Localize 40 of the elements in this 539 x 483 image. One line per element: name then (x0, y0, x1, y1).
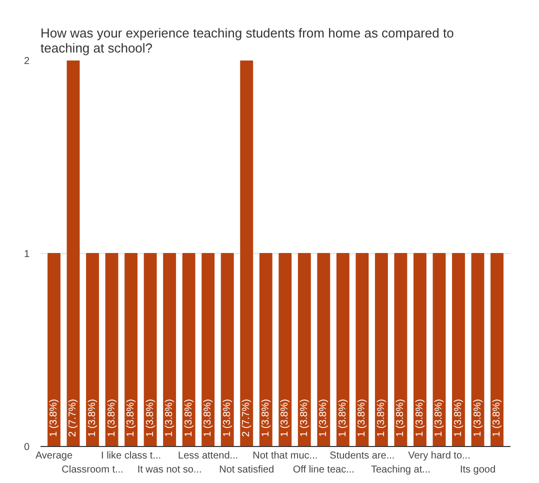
data-label: 1 (3.8%) (395, 399, 406, 437)
chart-title: How was your experience teaching students from home as compared to teaching at school? (40, 26, 454, 56)
x-tick-label: Students are... (330, 450, 395, 462)
x-tick-label: I like class t... (101, 450, 162, 462)
data-label: 1 (3.8%) (260, 399, 272, 437)
data-label: 1 (3.8%) (106, 399, 118, 437)
x-tick-label: Very hard to... (408, 450, 470, 462)
data-label: 1 (3.8%) (298, 399, 310, 437)
x-tick-label: Teaching at... (370, 464, 430, 476)
data-label: 1 (3.8%) (472, 399, 484, 437)
data-label: 1 (3.8%) (280, 399, 291, 437)
x-tick-label: Classroom t... (62, 464, 124, 476)
data-label: 1 (3.8%) (492, 399, 503, 437)
x-tick-label: Its good (460, 464, 496, 476)
data-label: 1 (3.8%) (318, 399, 330, 437)
data-label: 2 (7.7%) (68, 399, 79, 437)
data-label: 1 (3.8%) (48, 399, 60, 437)
data-label: 1 (3.8%) (356, 399, 368, 437)
data-label: 1 (3.8%) (376, 399, 387, 437)
x-tick-label: Not satisfied (219, 464, 274, 476)
data-label: 1 (3.8%) (144, 399, 156, 437)
data-label: 1 (3.8%) (434, 399, 445, 437)
x-tick-label: Off line teac... (292, 464, 354, 476)
data-label: 1 (3.8%) (164, 399, 176, 437)
data-label: 1 (3.8%) (202, 399, 214, 437)
x-tick-label: Not that muc... (252, 450, 318, 462)
data-label: 1 (3.8%) (337, 399, 348, 437)
data-label: 1 (3.8%) (452, 399, 464, 437)
y-tick-label: 0 (24, 442, 30, 453)
data-label: 1 (3.8%) (126, 399, 137, 437)
data-label: 1 (3.8%) (414, 399, 426, 437)
data-label: 1 (3.8%) (87, 399, 98, 437)
data-label: 2 (7.7%) (241, 399, 252, 437)
data-label: 1 (3.8%) (183, 399, 194, 437)
x-tick-label: Average (35, 450, 73, 462)
y-tick-label: 2 (24, 56, 30, 67)
x-tick-label: It was not so... (137, 464, 202, 476)
y-tick-label: 1 (24, 249, 30, 260)
data-label: 1 (3.8%) (222, 399, 233, 437)
x-tick-label: Less attend... (178, 450, 238, 462)
